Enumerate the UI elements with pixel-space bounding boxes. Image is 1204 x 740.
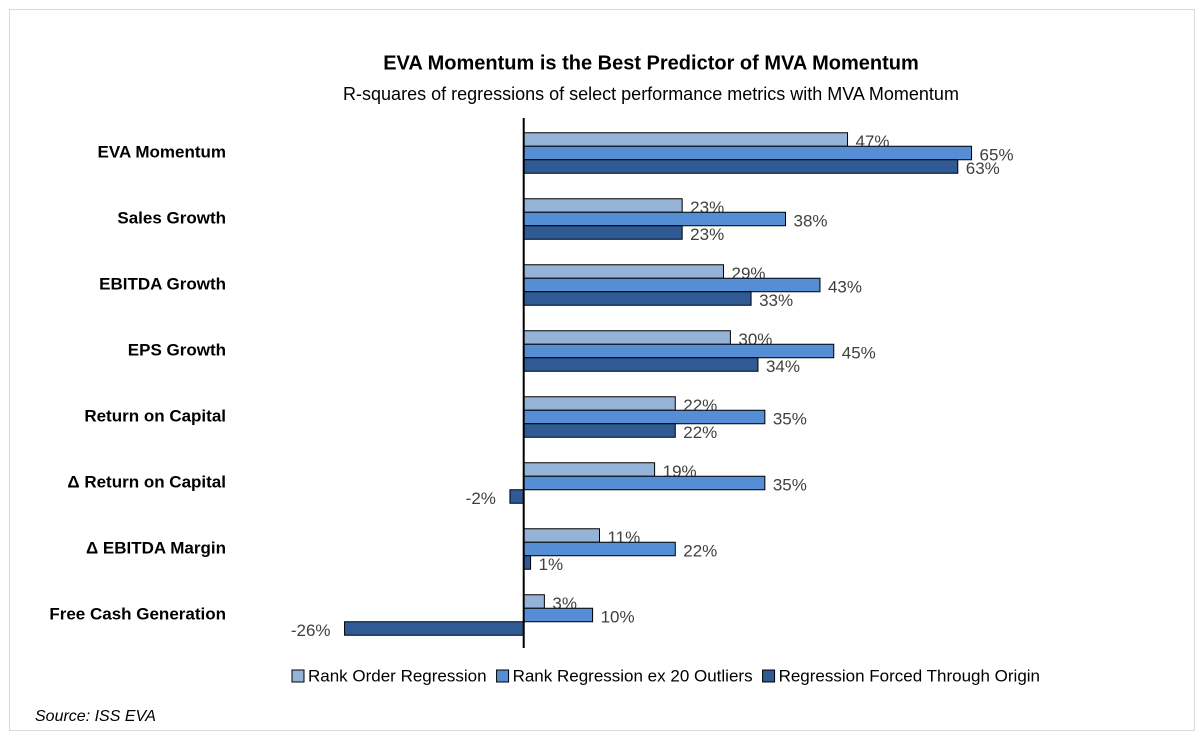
bar: [509, 489, 525, 504]
legend-swatch: [762, 669, 776, 683]
category-label: EVA Momentum: [98, 142, 226, 161]
category-label: Δ Return on Capital: [67, 472, 226, 491]
bar: [523, 357, 759, 372]
bar: [523, 330, 731, 345]
value-label: 1%: [539, 555, 564, 574]
legend-swatch: [291, 669, 305, 683]
bar: [523, 396, 676, 411]
bar: [523, 132, 849, 147]
bar: [523, 475, 766, 491]
bar: [523, 159, 959, 174]
value-label: 35%: [773, 409, 807, 428]
category-label: EBITDA Growth: [99, 274, 226, 293]
value-label: 22%: [683, 423, 717, 442]
bar: [523, 225, 683, 240]
legend-swatch: [496, 669, 510, 683]
value-label: 65%: [980, 145, 1014, 164]
value-label: 35%: [773, 475, 807, 494]
legend-label: Rank Regression ex 20 Outliers: [513, 666, 753, 685]
bar: [523, 541, 676, 557]
value-label: -2%: [466, 489, 496, 508]
value-label: 22%: [683, 541, 717, 560]
bar: [523, 409, 766, 425]
bar: [344, 621, 525, 636]
category-label: Free Cash Generation: [49, 604, 226, 623]
bar: [523, 528, 600, 543]
value-label: 10%: [601, 607, 635, 626]
category-label: Δ EBITDA Margin: [86, 538, 226, 557]
chart-subtitle: R-squares of regressions of select perfo…: [343, 84, 959, 104]
category-label: EPS Growth: [128, 340, 226, 359]
bar: [523, 343, 835, 359]
bar: [523, 264, 725, 279]
bar: [523, 277, 821, 293]
bar: [523, 198, 683, 213]
legend-label: Regression Forced Through Origin: [779, 666, 1040, 685]
legend: Rank Order Regression Rank Regression ex …: [291, 666, 1040, 685]
value-label: 38%: [794, 211, 828, 230]
bar: [523, 145, 973, 161]
bar: [523, 423, 676, 438]
value-label: 23%: [690, 225, 724, 244]
category-label: Return on Capital: [84, 406, 226, 425]
bar: [523, 211, 787, 227]
chart-title: EVA Momentum is the Best Predictor of MV…: [383, 52, 919, 74]
bar: [523, 555, 532, 570]
bar: [523, 462, 656, 477]
bar: [523, 607, 594, 623]
value-label: 43%: [828, 277, 862, 296]
value-label: 63%: [966, 159, 1000, 178]
value-label: 45%: [842, 343, 876, 362]
bar: [523, 291, 752, 306]
value-label: 33%: [759, 291, 793, 310]
legend-label: Rank Order Regression: [308, 666, 487, 685]
value-label: -26%: [291, 621, 331, 640]
category-label: Sales Growth: [117, 208, 226, 227]
source-note: Source: ISS EVA: [35, 708, 156, 725]
bar: [523, 594, 545, 609]
value-label: 34%: [766, 357, 800, 376]
